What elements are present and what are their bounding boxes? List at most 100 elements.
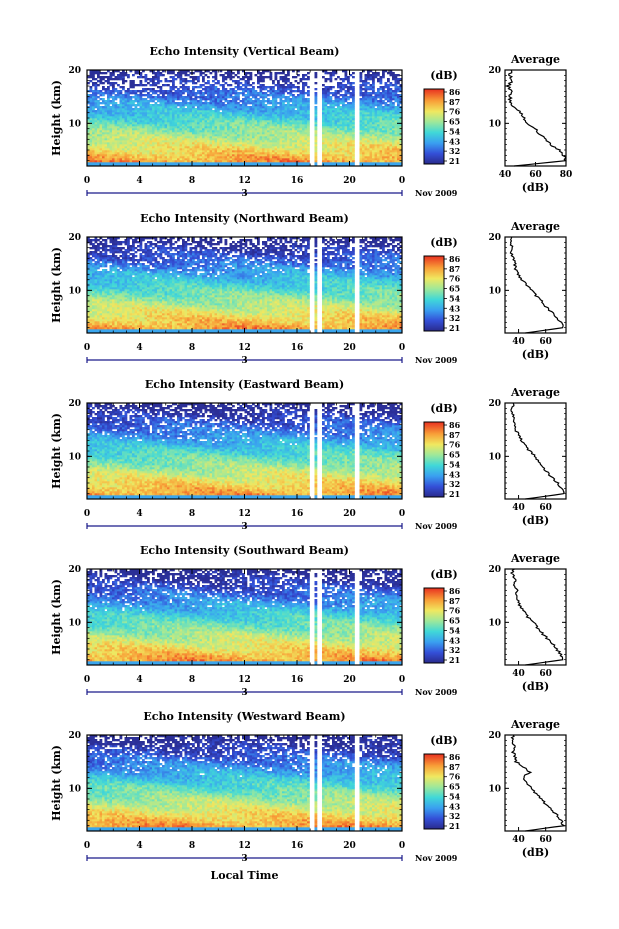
average-title: Average xyxy=(510,220,560,233)
x-tick-label: 12 xyxy=(238,675,251,685)
x-tick-label: 12 xyxy=(238,509,251,519)
day-label: 3 xyxy=(241,688,247,698)
x-tick-label: 4 xyxy=(136,675,142,685)
average-profile-line xyxy=(507,70,566,166)
colorbar-tick-label: 43 xyxy=(449,801,461,811)
colorbar-tick-label: 65 xyxy=(449,284,460,294)
colorbar-tick-label: 21 xyxy=(449,156,460,166)
y-tick-label: 20 xyxy=(68,233,81,243)
panel-vertical: Echo Intensity (Vertical Beam)0 4 8 12 16 20 0… xyxy=(50,45,572,199)
colorbar-tick-label: 86 xyxy=(449,87,461,97)
day-label: 3 xyxy=(241,189,247,199)
x-tick-label: 0 xyxy=(399,343,405,353)
x-tick-label: 4 xyxy=(136,841,142,851)
colorbar-tick-label: 32 xyxy=(449,645,460,655)
colorbar-tick-label: 43 xyxy=(449,469,461,479)
x-tick-label: 20 xyxy=(343,176,356,186)
y-tick-label: 10 xyxy=(68,452,81,462)
colorbar-unit: (dB) xyxy=(430,568,457,581)
x-tick-label: 8 xyxy=(189,176,195,186)
day-label: 3 xyxy=(241,356,247,366)
colorbar-tick-label: 76 xyxy=(449,440,461,450)
heatmap xyxy=(87,70,402,166)
average-x-tick-label: 80 xyxy=(560,170,573,180)
average-y-tick-label: 10 xyxy=(488,119,501,129)
colorbar-tick-label: 54 xyxy=(449,459,461,469)
y-tick-label: 20 xyxy=(68,731,81,741)
colorbar-tick-label: 87 xyxy=(449,430,460,440)
day-label: 3 xyxy=(241,854,247,864)
average-profile-line xyxy=(511,403,564,499)
average-profile-line xyxy=(512,735,565,831)
x-tick-label: 0 xyxy=(399,675,405,685)
x-tick-label: 16 xyxy=(291,509,304,519)
colorbar-tick-label: 54 xyxy=(449,293,461,303)
heatmap xyxy=(87,237,402,333)
colorbar-unit: (dB) xyxy=(430,734,457,747)
date-label: Nov 2009 xyxy=(415,853,458,863)
x-tick-label: 4 xyxy=(136,343,142,353)
average-title: Average xyxy=(510,386,560,399)
average-y-tick-label: 20 xyxy=(488,233,501,243)
x-tick-label: 0 xyxy=(84,176,90,186)
colorbar-tick-label: 65 xyxy=(449,450,460,460)
colorbar-tick-label: 86 xyxy=(449,254,461,264)
y-axis-label: Height (km) xyxy=(50,745,63,821)
y-axis-label: Height (km) xyxy=(50,80,63,156)
x-tick-label: 20 xyxy=(343,343,356,353)
colorbar-tick-label: 32 xyxy=(449,811,460,821)
colorbar-tick-label: 65 xyxy=(449,117,460,127)
colorbar xyxy=(424,89,444,164)
average-x-tick-label: 60 xyxy=(539,503,552,513)
x-tick-label: 12 xyxy=(238,176,251,186)
x-tick-label: 8 xyxy=(189,841,195,851)
date-label: Nov 2009 xyxy=(415,687,458,697)
x-tick-label: 16 xyxy=(291,176,304,186)
x-tick-label: 0 xyxy=(399,841,405,851)
colorbar-tick-label: 65 xyxy=(449,616,460,626)
average-y-tick-label: 10 xyxy=(488,286,501,296)
x-tick-label: 16 xyxy=(291,675,304,685)
colorbar-tick-label: 54 xyxy=(449,791,461,801)
x-tick-label: 0 xyxy=(84,841,90,851)
day-label: 3 xyxy=(241,522,247,532)
colorbar xyxy=(424,422,444,497)
colorbar-tick-label: 86 xyxy=(449,586,461,596)
average-x-label: (dB) xyxy=(522,846,549,859)
average-x-tick-label: 40 xyxy=(512,835,525,845)
x-tick-label: 0 xyxy=(399,176,405,186)
average-x-tick-label: 60 xyxy=(539,835,552,845)
average-x-label: (dB) xyxy=(522,514,549,527)
colorbar-tick-label: 21 xyxy=(449,655,460,665)
average-x-label: (dB) xyxy=(522,181,549,194)
panel-northward: Echo Intensity (Northward Beam)0 4 8 12 16 20… xyxy=(50,212,566,366)
average-x-tick-label: 60 xyxy=(529,170,542,180)
colorbar-tick-label: 54 xyxy=(449,625,461,635)
colorbar-unit: (dB) xyxy=(430,402,457,415)
date-label: Nov 2009 xyxy=(415,521,458,531)
average-y-tick-label: 20 xyxy=(488,66,501,76)
average-x-tick-label: 40 xyxy=(512,503,525,513)
colorbar-tick-label: 76 xyxy=(449,107,461,117)
y-tick-label: 10 xyxy=(68,119,81,129)
colorbar-tick-label: 32 xyxy=(449,313,460,323)
average-x-tick-label: 40 xyxy=(512,669,525,679)
panel-title: Echo Intensity (Eastward Beam) xyxy=(145,378,344,391)
x-tick-label: 0 xyxy=(84,343,90,353)
average-x-tick-label: 40 xyxy=(512,337,525,347)
average-y-tick-label: 10 xyxy=(488,618,501,628)
average-y-tick-label: 20 xyxy=(488,731,501,741)
average-frame xyxy=(505,70,566,166)
colorbar xyxy=(424,256,444,331)
average-x-tick-label: 40 xyxy=(499,170,512,180)
colorbar-tick-label: 54 xyxy=(449,126,461,136)
average-profile-line xyxy=(511,569,563,665)
panel-southward: Echo Intensity (Southward Beam)0 4 8 12 16 20… xyxy=(50,544,566,698)
colorbar-tick-label: 32 xyxy=(449,146,460,156)
average-x-label: (dB) xyxy=(522,348,549,361)
